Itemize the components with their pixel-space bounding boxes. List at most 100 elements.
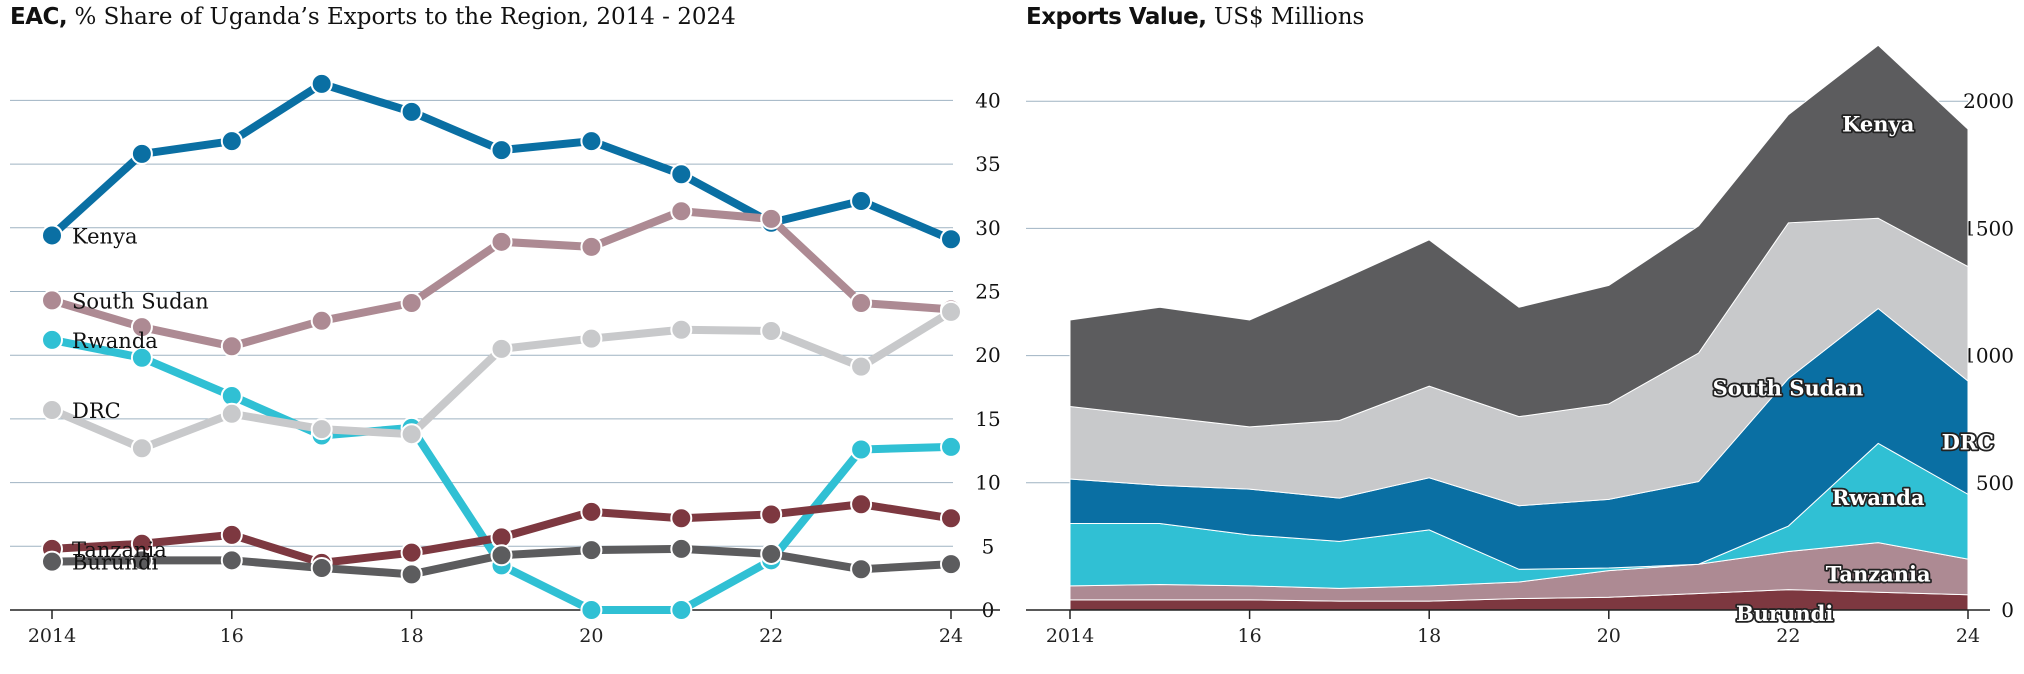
right-x-tick-label: 2014 [1046,625,1094,647]
data-point [670,537,693,560]
data-point [760,542,783,565]
data-point [760,319,783,342]
data-point [400,563,423,586]
left-y-tick-label: 5 [982,534,995,558]
data-point [41,328,63,351]
left-x-tick-label: 18 [400,625,424,647]
data-point [580,500,603,523]
series-label-south-sudan: South Sudan [72,289,209,313]
series-burundi [41,537,962,586]
data-point [940,553,962,576]
left-y-tick-label: 25 [975,280,1000,304]
right-x-tick-label: 24 [1956,625,1980,647]
data-point [220,130,243,153]
series-label-rwanda: Rwanda [72,329,158,353]
right-x-tick-label: 16 [1238,625,1262,647]
right-chart-title: Exports Value, US$ Millions [1026,4,1365,30]
left-x-tick-label: 20 [579,625,603,647]
data-point [130,346,153,369]
right-y-tick-label: 0 [2001,598,2014,622]
data-point [310,556,333,579]
left-x-tick-label: 24 [939,625,963,647]
left-x-tick-label: 2014 [28,625,76,647]
data-point [940,228,962,251]
left-y-tick-label: 15 [975,407,1000,431]
right-x-tick-label: 20 [1597,625,1621,647]
data-point [850,291,873,314]
right-x-tick-label: 22 [1776,625,1800,647]
data-point [940,300,962,323]
data-point [130,549,153,572]
data-point [850,558,873,581]
area-label-kenya: Kenya [1842,112,1915,137]
left-y-tick-label: 10 [975,471,1000,495]
data-point [580,327,603,350]
data-point [670,507,693,530]
series-kenya [41,72,962,251]
data-point [940,507,962,530]
area-label-tanzania: Tanzania [1826,561,1931,586]
data-point [220,402,243,425]
series-line [48,79,955,244]
area-label-burundi: Burundi [1736,601,1833,626]
data-point [130,142,153,165]
data-point [41,550,63,573]
data-point [400,100,423,123]
data-point [400,541,423,564]
data-point [850,438,873,461]
data-point [490,139,513,162]
series-drc [41,300,962,460]
area-label-rwanda: Rwanda [1832,485,1925,510]
series-tanzania [41,493,962,574]
series-label-drc: DRC [72,399,121,423]
data-point [580,599,603,621]
data-point [220,549,243,572]
right-y-tick-label: 2000 [1963,89,2014,113]
data-point [580,130,603,153]
data-point [220,523,243,546]
data-point [850,355,873,378]
right-y-tick-label: 1500 [1963,216,2014,240]
data-point [400,291,423,314]
series-rwanda [41,328,962,621]
data-point [41,224,63,247]
data-point [41,289,63,312]
data-point [760,207,783,230]
data-point [220,335,243,358]
data-point [130,437,153,460]
data-point [490,544,513,567]
data-point [670,163,693,186]
series-label-burundi: Burundi [72,551,158,575]
area-label-drc: DRC [1942,430,1994,455]
series-label-tanzania: Tanzania [72,538,167,562]
left-chart-title: EAC, % Share of Uganda’s Exports to the … [10,4,736,30]
left-x-tick-label: 16 [220,625,244,647]
right-area-chart: 0 500 1000 1500 2000 2014 16 18 20 22 24 Burundi Tan… [1026,44,2014,647]
right-x-tick-label: 18 [1417,625,1441,647]
data-point [310,72,333,95]
left-x-tick-label: 22 [759,625,783,647]
data-point [670,200,693,223]
left-y-tick-label: 30 [975,216,1000,240]
data-point [400,423,423,446]
data-point [490,230,513,253]
data-point [670,318,693,341]
data-point [41,398,63,421]
data-point [490,337,513,360]
data-point [580,235,603,258]
data-point [130,316,153,339]
data-point [310,309,333,332]
area-label-south-sudan: South Sudan [1713,375,1864,400]
right-y-tick-label: 500 [1976,471,2014,495]
data-point [850,190,873,213]
left-y-tick-label: 35 [975,152,1000,176]
data-point [940,435,962,458]
series-label-kenya: Kenya [72,224,137,248]
series-south-sudan [41,200,962,358]
data-point [760,503,783,526]
data-point [310,418,333,441]
left-y-tick-label: 20 [975,343,1000,367]
